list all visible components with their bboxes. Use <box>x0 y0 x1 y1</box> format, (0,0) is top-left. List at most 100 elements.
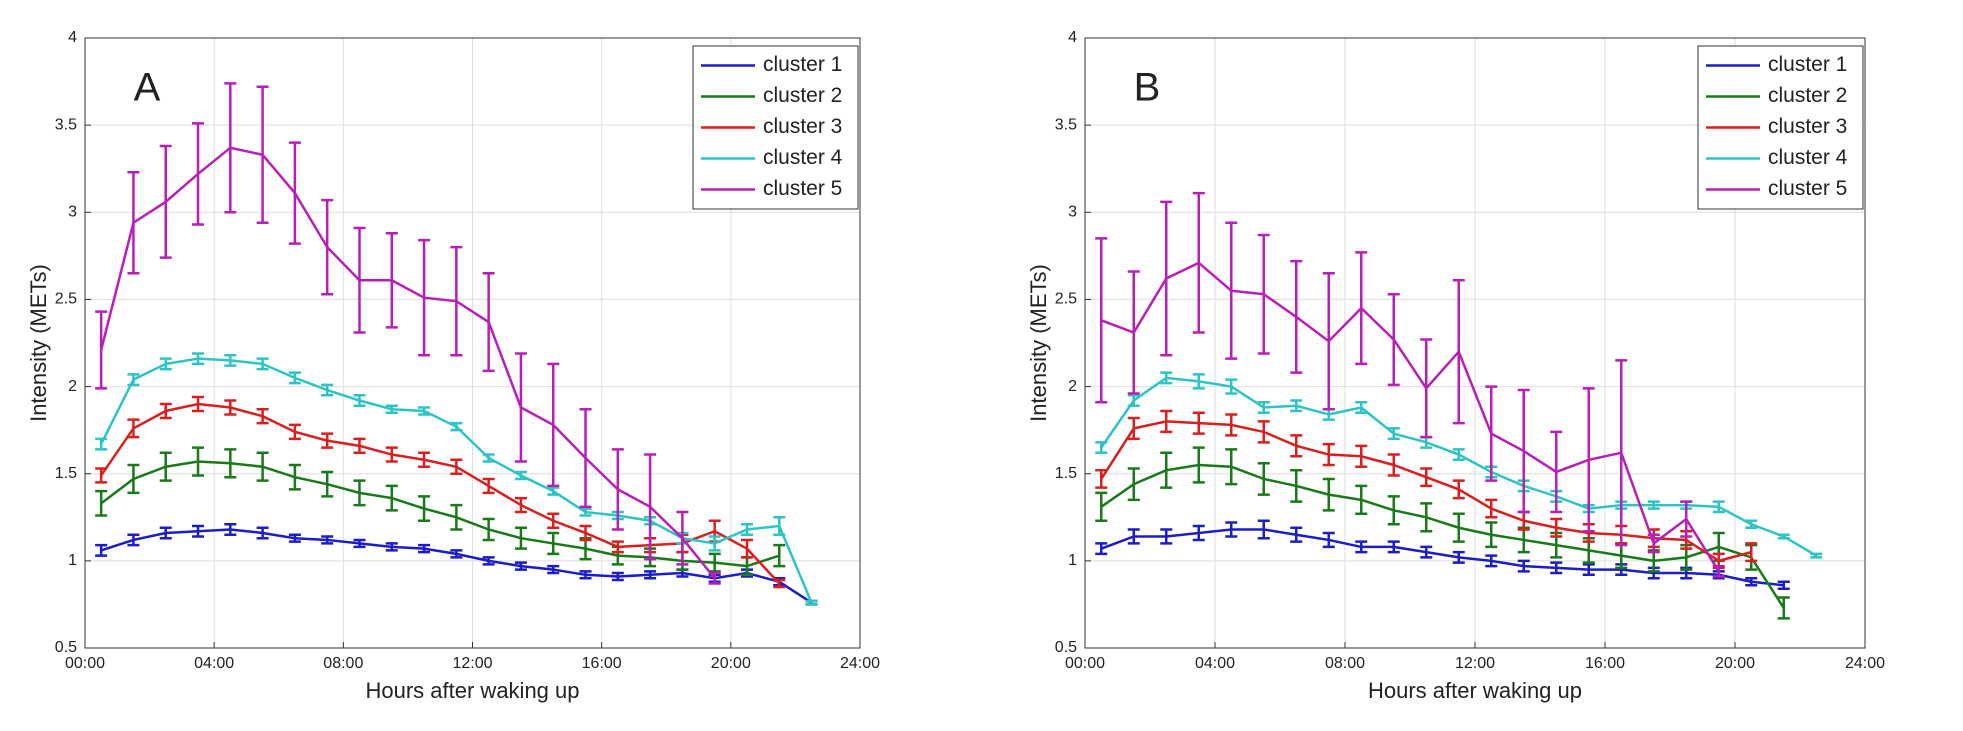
y-tick-label: 2.5 <box>55 291 77 308</box>
y-tick-label: 4 <box>68 29 77 46</box>
legend-label: cluster 3 <box>1768 115 1847 138</box>
error-bar <box>1485 521 1498 549</box>
error-bar <box>1582 387 1595 533</box>
error-bar <box>1192 524 1205 542</box>
error-bar <box>1777 580 1790 590</box>
error-bar <box>740 523 753 536</box>
x-tick-label: 24:00 <box>1845 655 1885 672</box>
error-bar <box>353 437 366 455</box>
error-bar <box>1257 462 1270 496</box>
error-bar <box>514 470 527 481</box>
error-bar <box>192 446 205 477</box>
error-bar <box>1257 233 1270 355</box>
series-line <box>1100 463 1785 609</box>
error-bar <box>579 570 592 580</box>
error-bar <box>256 357 269 371</box>
error-bar <box>1550 430 1563 514</box>
error-bar <box>127 533 140 547</box>
y-tick-label: 3.5 <box>55 116 77 133</box>
error-bar <box>224 448 237 479</box>
x-tick-label: 16:00 <box>582 655 622 672</box>
error-bar <box>773 578 786 589</box>
error-bar <box>95 489 108 517</box>
error-bar <box>1550 517 1563 538</box>
error-bar <box>385 231 398 329</box>
error-bar <box>1160 409 1173 434</box>
error-bar <box>1615 359 1628 547</box>
error-bar <box>1257 519 1270 540</box>
x-tick-label: 08:00 <box>1325 655 1365 672</box>
error-bar <box>482 556 495 566</box>
error-bar <box>1322 272 1335 411</box>
error-bar <box>1355 251 1368 366</box>
error-bar <box>1550 561 1563 575</box>
error-bar <box>482 517 495 542</box>
error-bar <box>1127 416 1140 441</box>
y-tick-label: 1 <box>1068 552 1077 569</box>
y-tick-label: 2 <box>68 378 77 395</box>
error-bar <box>1192 411 1205 435</box>
error-bar <box>418 238 431 357</box>
legend-label: cluster 2 <box>1768 84 1847 107</box>
error-bar <box>1745 542 1758 563</box>
y-tick-label: 3 <box>1068 204 1077 221</box>
error-bar <box>1420 338 1433 439</box>
error-bar <box>353 226 366 334</box>
y-tick-label: 3 <box>68 204 77 221</box>
error-bar <box>1745 519 1758 529</box>
error-bar <box>95 437 108 451</box>
x-tick-label: 20:00 <box>1715 655 1755 672</box>
error-bar <box>611 571 624 582</box>
error-bar <box>1810 552 1823 559</box>
error-bar <box>224 523 237 536</box>
error-bar <box>288 533 301 543</box>
error-bar <box>644 453 657 561</box>
x-tick-label: 04:00 <box>1195 655 1235 672</box>
x-tick-label: 24:00 <box>840 655 880 672</box>
error-bar <box>1192 191 1205 334</box>
error-bar <box>418 495 431 523</box>
error-bar <box>482 453 495 463</box>
legend-label: cluster 5 <box>763 177 842 200</box>
error-bar <box>1095 491 1108 523</box>
error-bar <box>1290 259 1303 374</box>
series-line <box>99 146 716 580</box>
error-bar <box>450 458 463 475</box>
x-tick-label: 12:00 <box>1455 655 1495 672</box>
error-bar <box>321 383 334 397</box>
error-bar <box>611 540 624 554</box>
error-bar <box>1420 502 1433 533</box>
error-bar <box>1355 444 1368 468</box>
error-bar <box>514 561 527 571</box>
error-bar <box>547 564 560 575</box>
error-bar <box>127 463 140 495</box>
error-bar <box>1095 542 1108 556</box>
error-bar <box>1485 554 1498 568</box>
series-line <box>1100 261 1720 572</box>
error-bar <box>1355 540 1368 554</box>
error-bar <box>353 479 366 507</box>
y-tick-label: 0.5 <box>1055 639 1077 656</box>
error-bar <box>288 463 301 491</box>
error-bar <box>676 510 689 566</box>
error-bar <box>1290 468 1303 503</box>
error-bar <box>256 451 269 482</box>
error-bar <box>385 484 398 512</box>
error-bar <box>1680 500 1693 538</box>
error-bar <box>1452 512 1465 543</box>
x-tick-label: 00:00 <box>1065 655 1105 672</box>
error-bar <box>708 552 721 573</box>
axes-frame <box>1084 37 1866 649</box>
error-bar <box>1647 500 1660 510</box>
error-bar <box>1582 563 1595 577</box>
error-bar <box>482 272 495 373</box>
error-bar <box>159 144 172 259</box>
error-bar <box>1452 479 1465 500</box>
error-bar <box>353 538 366 549</box>
error-bar <box>95 310 108 390</box>
error-bar <box>127 373 140 387</box>
error-bar <box>740 538 753 559</box>
error-bar <box>1127 270 1140 395</box>
error-bar <box>1127 528 1140 545</box>
